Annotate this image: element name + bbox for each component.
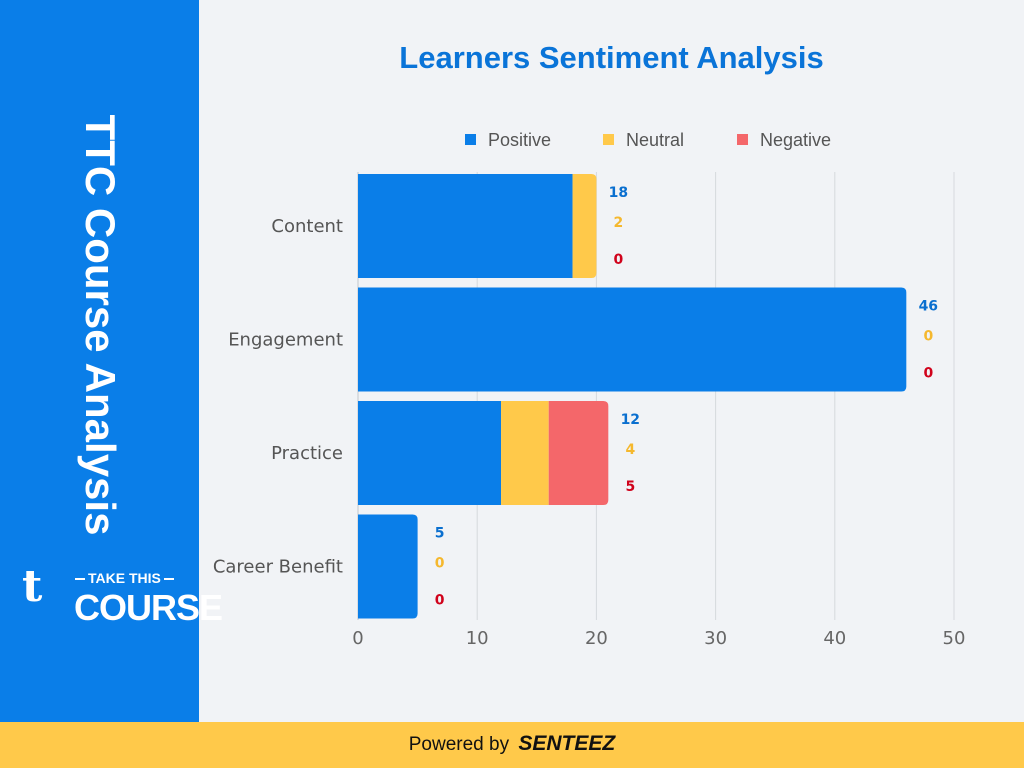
data-label-positive-content: 18 (609, 185, 628, 201)
bar-neutral-practice (501, 401, 549, 505)
sidebar: TTC Course Analysis t TAKE THIS COURSE (0, 0, 223, 722)
data-label-positive-practice: 12 (621, 412, 640, 428)
bar-neutral-content (572, 174, 597, 278)
bar-negative-practice (548, 401, 609, 505)
x-tick-label-50: 50 (943, 628, 966, 649)
category-label-content: Content (271, 216, 343, 237)
logo-mark-icon: t (22, 561, 43, 612)
bar-positive-career-benefit (358, 514, 418, 619)
sentiment-bar-chart: 0 10 20 30 40 50Content1820Engagement4600Prac… (213, 172, 966, 649)
footer-prefix: Powered by (408, 734, 510, 755)
legend-label-negative: Negative (760, 130, 832, 150)
legend-swatch-positive (465, 134, 476, 145)
legend-item-neutral: Neutral (603, 130, 684, 151)
data-label-neutral-career-benefit: 0 (435, 556, 445, 572)
chart-title: Learners Sentiment Analysis (399, 40, 824, 75)
category-label-practice: Practice (271, 443, 343, 464)
legend-item-positive: Positive (465, 130, 551, 151)
data-label-neutral-practice: 4 (625, 442, 635, 458)
legend-swatch-neutral (603, 134, 614, 145)
x-tick-label-10: 10 (466, 628, 489, 649)
legend-swatch-negative (737, 134, 748, 145)
data-label-neutral-content: 2 (614, 215, 624, 231)
bar-positive-content (358, 174, 573, 278)
data-label-negative-content: 0 (614, 252, 624, 268)
legend-item-negative: Negative (737, 130, 831, 151)
category-label-career-benefit: Career Benefit (213, 557, 343, 578)
footer-brand: SENTEEZ (518, 732, 616, 755)
legend-label-positive: Positive (488, 130, 552, 150)
data-label-negative-practice: 5 (625, 479, 635, 495)
category-label-engagement: Engagement (228, 330, 343, 351)
x-tick-label-20: 20 (585, 628, 608, 649)
data-label-negative-career-benefit: 0 (435, 593, 445, 609)
bar-positive-practice (358, 401, 502, 505)
x-tick-label-0: 0 (352, 628, 363, 649)
logo-bottom-text: COURSE (74, 587, 223, 628)
data-label-neutral-engagement: 0 (923, 329, 933, 345)
data-label-negative-engagement: 0 (923, 366, 933, 382)
data-label-positive-career-benefit: 5 (435, 526, 445, 542)
logo-top-label: TAKE THIS (88, 570, 161, 586)
x-tick-label-40: 40 (823, 628, 846, 649)
footer-banner: Powered by SENTEEZ (0, 722, 1024, 768)
x-tick-label-30: 30 (704, 628, 727, 649)
logo-top-text: TAKE THIS (72, 570, 177, 586)
legend-label-neutral: Neutral (626, 130, 685, 150)
bar-positive-engagement (358, 287, 907, 392)
data-label-positive-engagement: 46 (919, 299, 938, 315)
